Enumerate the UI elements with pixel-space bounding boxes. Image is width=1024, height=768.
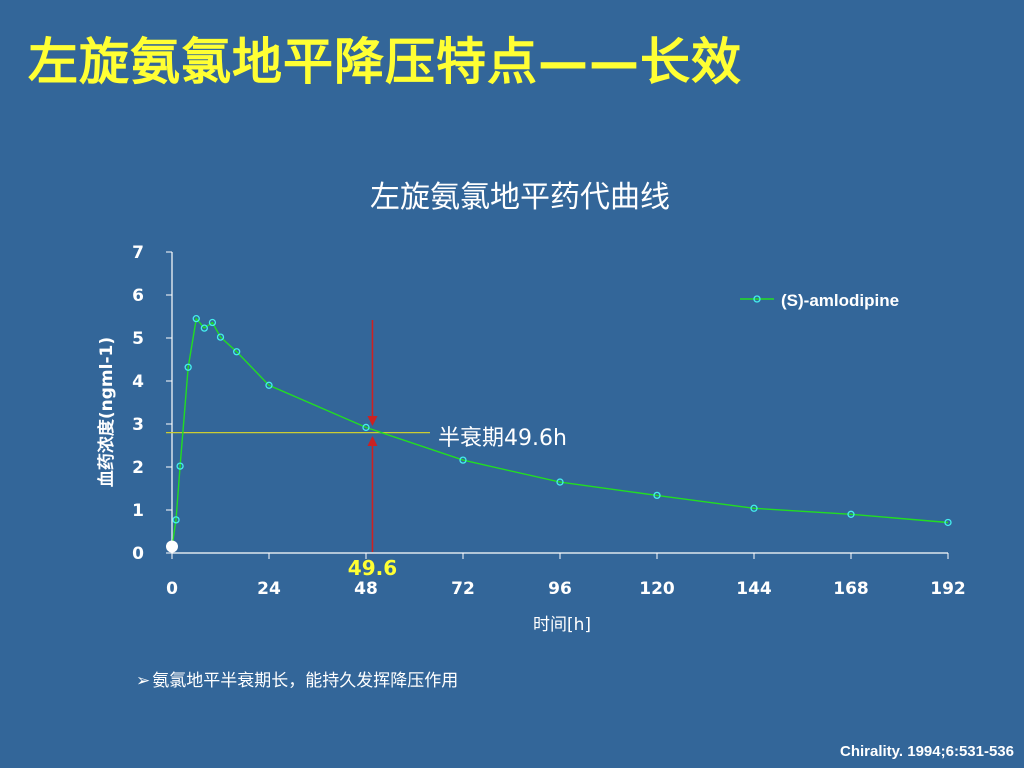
y-tick-label: 1 [132,501,144,521]
y-tick-label: 6 [132,286,144,306]
half-life-label: 半衰期49.6h [438,426,567,451]
arrow-head-up [367,436,378,446]
y-tick-label: 0 [132,544,144,564]
data-point [750,504,758,512]
data-point [265,381,273,389]
x-tick-label: 168 [833,579,869,599]
data-point [184,363,192,371]
legend-marker [753,295,761,303]
x-tick-label: 24 [257,579,281,599]
x-tick-label: 0 [166,579,178,599]
half-life-axis-label: 49.6 [348,556,397,580]
data-point [172,516,180,524]
y-tick-label: 4 [132,372,144,392]
chart-title: 左旋氨氯地平药代曲线 [370,180,670,215]
x-tick-label: 72 [451,579,475,599]
bullet-text: 氨氯地平半衰期长，能持久发挥降压作用 [152,671,459,691]
bullet-arrow-icon: ➢ [136,671,151,691]
x-tick-label: 120 [639,579,675,599]
y-tick-label: 7 [132,243,144,263]
data-point [208,318,217,327]
data-point [192,314,200,323]
data-point [847,510,855,518]
arrow-head-down [367,416,378,426]
citation: Chirality. 1994;6:531-536 [840,743,1014,760]
x-tick-label: 192 [930,579,966,599]
legend-label: (S)-amlodipine [781,291,899,310]
x-tick-label: 96 [548,579,572,599]
data-point [944,518,952,527]
data-point [200,324,208,332]
slide-title: 左旋氨氯地平降压特点——长效 [28,33,742,91]
y-axis-label: 血药浓度(ngml-1) [96,337,117,487]
data-point [176,462,184,470]
y-tick-label: 5 [132,329,144,349]
x-tick-label: 144 [736,579,772,599]
data-point [362,423,370,432]
y-tick-label: 2 [132,458,144,478]
data-point [556,478,564,486]
data-point [233,348,241,356]
y-tick-label: 3 [132,415,144,435]
x-tick-label: 48 [354,579,378,599]
data-point [653,491,661,500]
data-point [459,456,467,464]
x-axis-label: 时间[h] [533,615,591,635]
data-point [166,540,178,553]
series-line [171,316,949,547]
bullet-note: ➢ 氨氯地平半衰期长，能持久发挥降压作用 [136,666,458,691]
data-point [216,333,225,341]
